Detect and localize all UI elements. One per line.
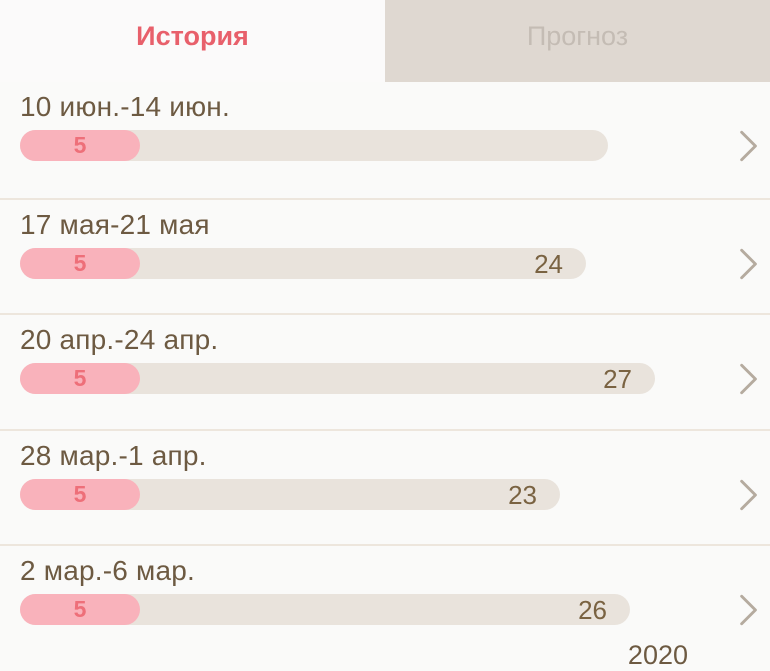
date-range-label: 20 апр.-24 апр. <box>20 324 219 355</box>
chevron-right-icon[interactable] <box>738 592 760 628</box>
list-item[interactable]: 28 мар.-1 апр. 5 23 <box>0 428 770 545</box>
list-item[interactable]: 20 апр.-24 апр. 5 27 <box>0 313 770 429</box>
period-pill: 5 <box>20 478 140 510</box>
cycle-days-value: 26 <box>578 595 607 625</box>
cycle-list: 10 июн.-14 июн. 5 17 мая-21 мая 5 24 20 … <box>0 82 770 670</box>
period-pill: 5 <box>20 247 140 279</box>
chevron-right-icon[interactable] <box>738 477 760 513</box>
period-pill: 5 <box>20 363 140 394</box>
cycle-days-value: 27 <box>603 364 632 394</box>
year-label: 2020 <box>627 640 688 670</box>
tab-forecast[interactable]: Прогноз <box>385 0 770 82</box>
cycle-bar: 5 26 <box>20 594 630 625</box>
date-range-label: 28 мар.-1 апр. <box>20 439 207 471</box>
list-item[interactable]: 10 июн.-14 июн. 5 <box>0 82 770 198</box>
cycle-bar: 5 27 <box>20 363 655 394</box>
cycle-bar: 5 <box>20 130 608 161</box>
cycle-bar: 5 24 <box>20 247 586 279</box>
cycle-days-value: 24 <box>534 248 563 279</box>
period-pill: 5 <box>20 130 140 161</box>
list-item[interactable]: 17 мая-21 мая 5 24 <box>0 197 770 314</box>
period-pill: 5 <box>20 594 140 625</box>
tab-bar: История Прогноз <box>0 0 770 82</box>
chevron-right-icon[interactable] <box>738 361 760 397</box>
chevron-right-icon[interactable] <box>738 246 760 282</box>
list-item[interactable]: 2 мар.-6 мар. 5 26 2020 <box>0 544 770 670</box>
date-range-label: 2 мар.-6 мар. <box>20 555 195 586</box>
tab-history[interactable]: История <box>0 0 385 82</box>
date-range-label: 17 мая-21 мая <box>20 208 210 240</box>
cycle-days-value: 23 <box>508 479 537 510</box>
cycle-bar: 5 23 <box>20 478 560 510</box>
date-range-label: 10 июн.-14 июн. <box>20 91 230 122</box>
chevron-right-icon[interactable] <box>738 128 760 164</box>
